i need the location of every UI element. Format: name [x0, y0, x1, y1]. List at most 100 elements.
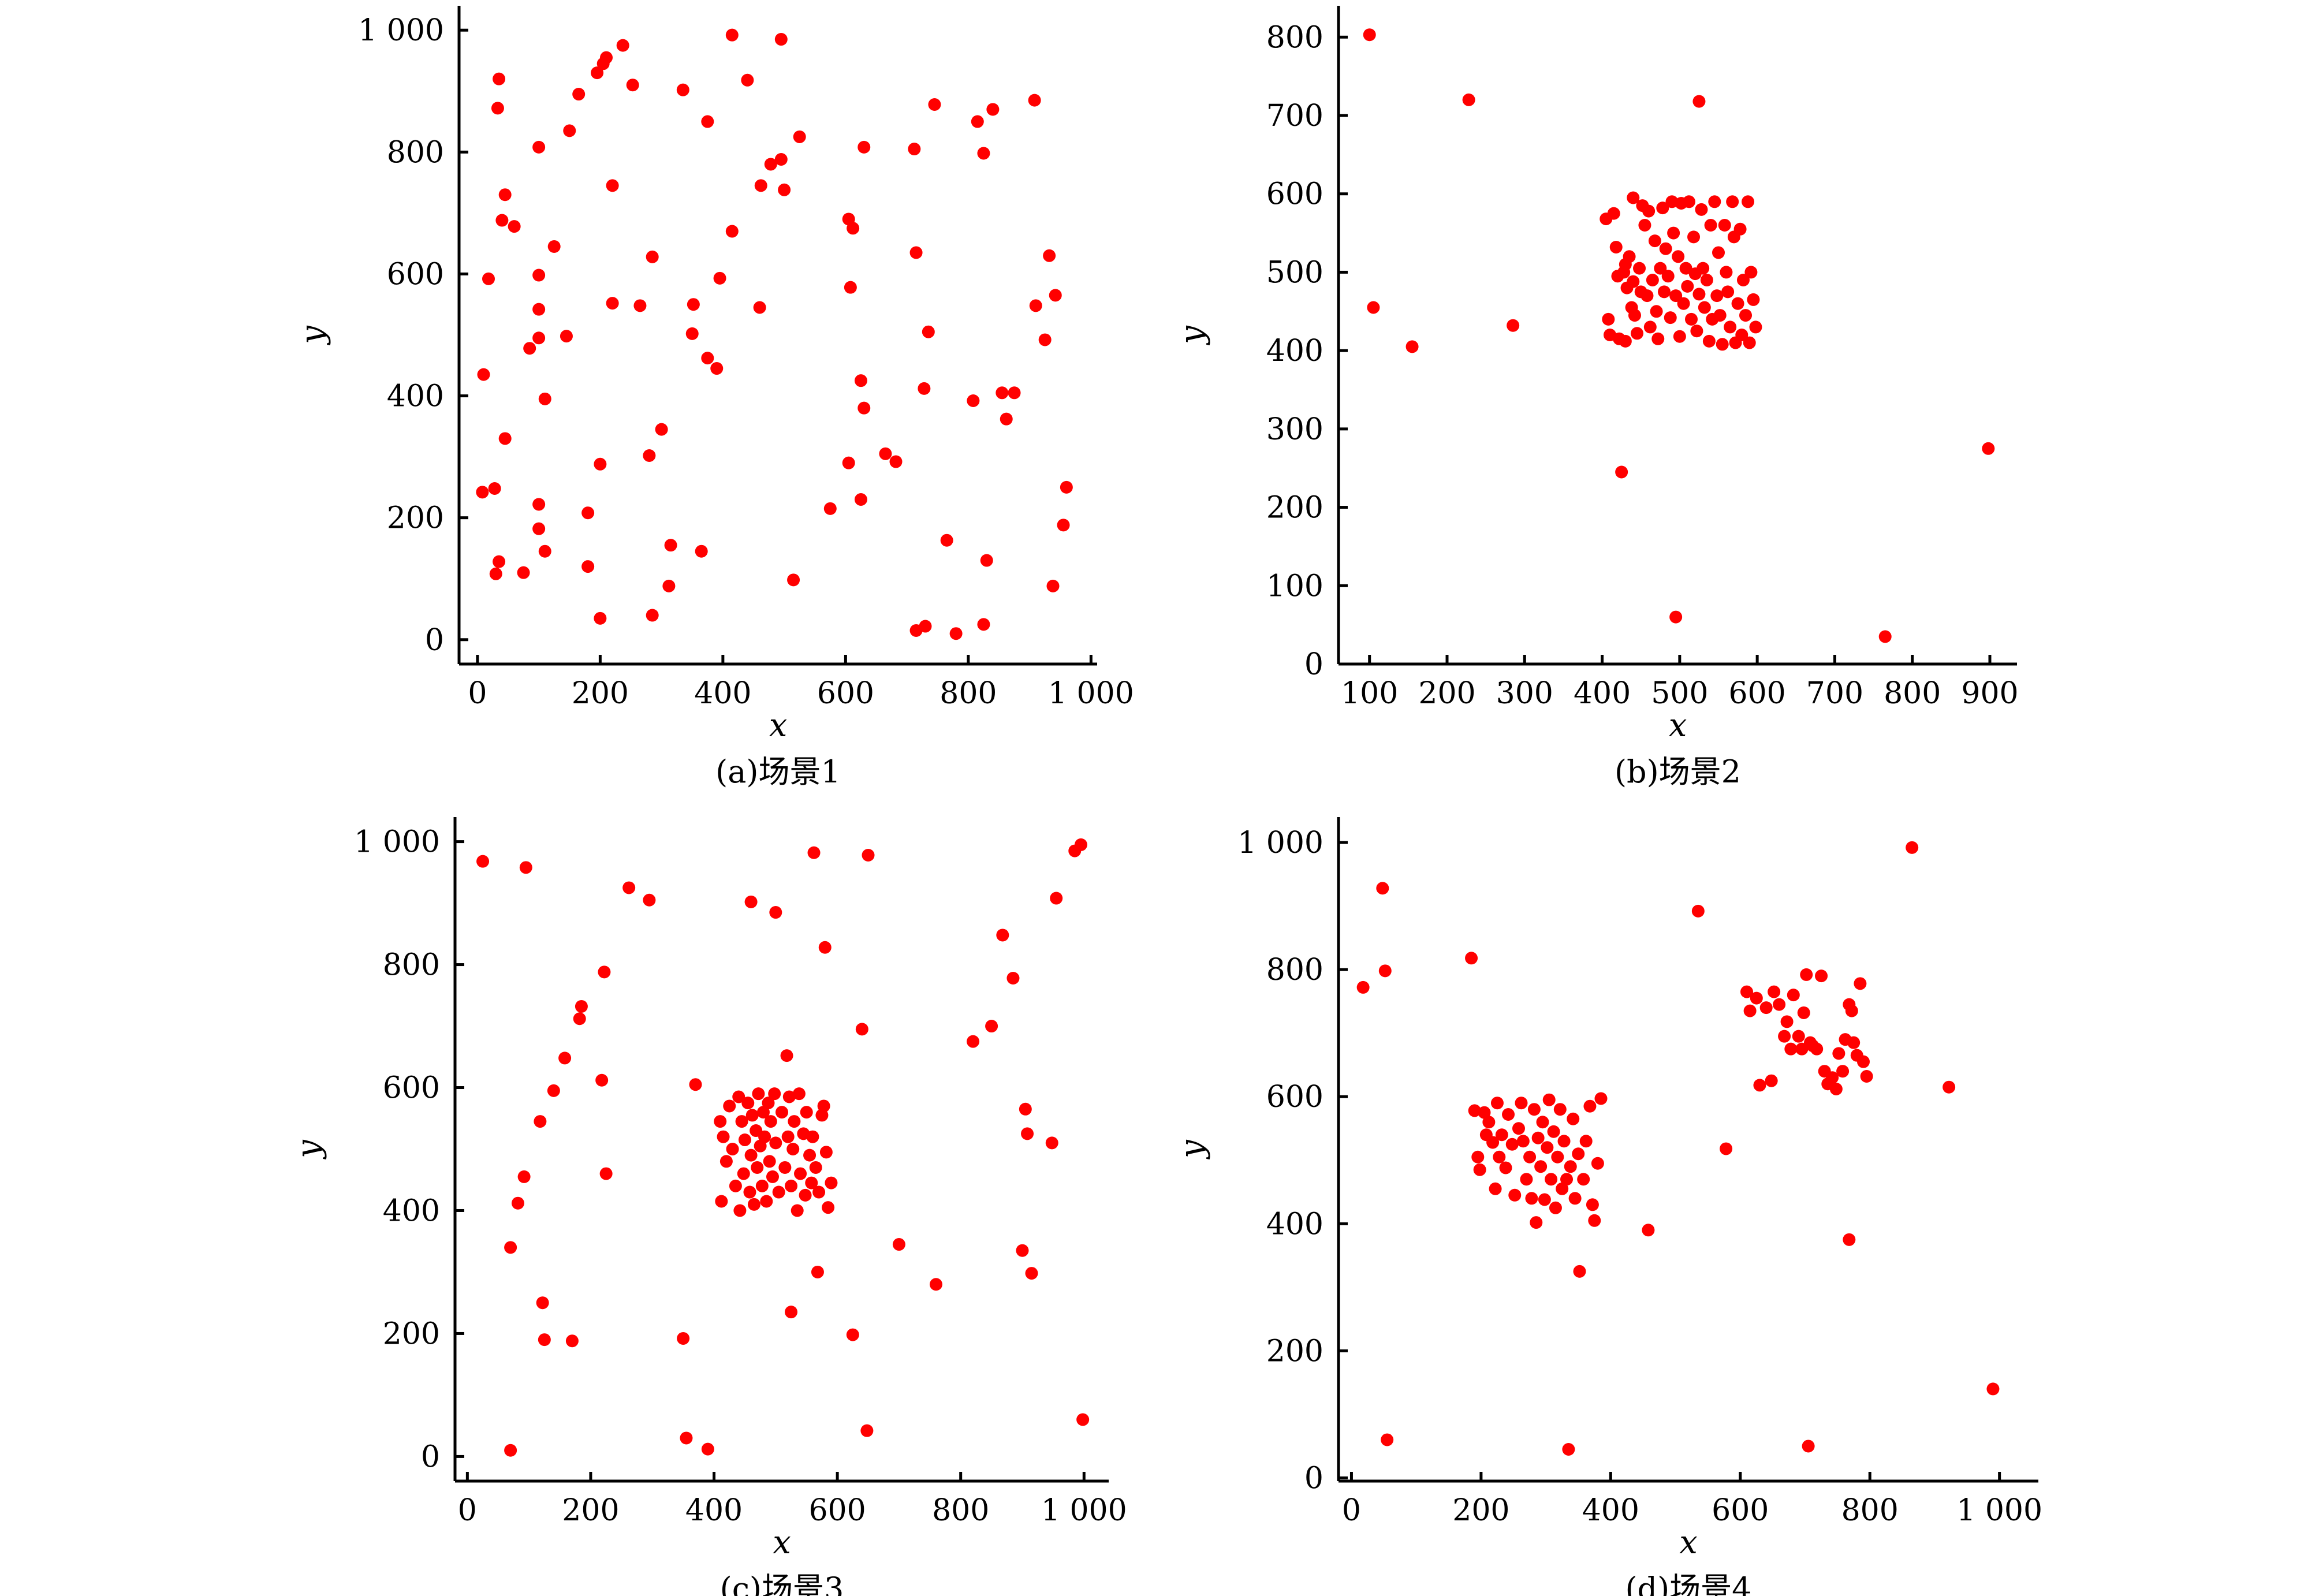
p1-data-point [1627, 191, 1640, 204]
p0-data-point [646, 609, 659, 622]
p1-data-point [1623, 250, 1636, 263]
p2-data-point [534, 1115, 547, 1128]
p0-data-point [1049, 289, 1062, 302]
p2-x-tick-label: 600 [808, 1493, 866, 1528]
p2-data-point [745, 1109, 759, 1122]
p2-data-point [758, 1130, 771, 1143]
p2-data-point [1045, 1136, 1058, 1150]
p3-data-point [1836, 1065, 1850, 1078]
p1-data-point [1628, 309, 1641, 322]
p1-data-point [1735, 329, 1748, 341]
p1-data-point [1602, 312, 1615, 326]
p2-data-point [1074, 838, 1087, 851]
p0-data-point [687, 298, 700, 311]
p3-data-point [1378, 964, 1392, 978]
p3-y-tick-label: 800 [1266, 953, 1323, 987]
p3-data-point [1525, 1192, 1538, 1205]
p1-data-point [1646, 274, 1659, 286]
p1-data-point [1643, 320, 1657, 334]
p3-data-point [1594, 1092, 1608, 1105]
p0-data-point [1029, 299, 1042, 312]
p2-y-tick-label: 1 000 [354, 825, 440, 860]
p0-data-point [980, 554, 993, 567]
p0-x-tick-label: 0 [468, 676, 487, 711]
p0-data-point [928, 98, 941, 111]
p3-data-point [1493, 1150, 1506, 1164]
p0-data-point [560, 330, 573, 343]
p2-data-point [781, 1130, 795, 1143]
p0-data-point [633, 299, 647, 312]
p2-data-point [536, 1296, 549, 1310]
p2-data-point [747, 1198, 760, 1211]
p1-data-point [1633, 262, 1646, 275]
p0-data-point [967, 394, 980, 407]
p2-data-point [817, 1099, 830, 1113]
p3-data-point [1502, 1108, 1515, 1121]
p1-data-point [1742, 195, 1755, 208]
p2-data-point [862, 849, 875, 862]
p0-data-point [940, 534, 953, 547]
p3-data-point [1579, 1135, 1593, 1148]
p3-data-point [1768, 985, 1781, 998]
p1-data-point [1405, 340, 1419, 353]
p0-y-axis-label: y [294, 325, 331, 346]
p3-data-point [1797, 1006, 1810, 1019]
p1-data-point [1731, 297, 1744, 310]
p1-data-point [1673, 330, 1686, 343]
p1-data-point [1507, 319, 1520, 332]
p1-data-point [1651, 332, 1665, 345]
p3-data-point [1560, 1173, 1574, 1186]
p0-data-point [986, 103, 1000, 116]
p2-data-point [788, 1115, 801, 1128]
p1-data-point [1679, 262, 1692, 275]
p0-data-point [532, 140, 546, 154]
p3-data-point [1530, 1216, 1543, 1229]
p3-data-point [1986, 1382, 2000, 1396]
scatter-panel-c: 0 200 400 600 800 1 000 0 200 400 600 800 1 000 x y (c… [290, 817, 1127, 1596]
p1-y-tick-label: 100 [1266, 569, 1323, 603]
p3-x-axis-label: x [1679, 1524, 1698, 1561]
p3-data-point [1516, 1135, 1530, 1148]
p2-x-tick-label: 200 [562, 1493, 619, 1528]
p3-y-tick-label: 1 000 [1237, 826, 1323, 860]
p3-data-point [1542, 1093, 1556, 1106]
p0-data-point [538, 392, 551, 405]
p3-data-point [1465, 952, 1478, 965]
p0-data-point [713, 271, 726, 285]
p0-data-point [626, 79, 639, 92]
p2-data-point [1021, 1127, 1034, 1140]
p1-data-point [1367, 301, 1380, 314]
p2-data-point [769, 1136, 782, 1150]
p2-data-point [755, 1179, 769, 1192]
p2-y-tick-label: 400 [383, 1194, 440, 1228]
p0-data-point [538, 545, 551, 558]
p3-y-tick-label: 600 [1266, 1080, 1323, 1114]
p0-data-point [606, 297, 619, 310]
p1-data-point [1672, 250, 1685, 263]
p1-data-point [1609, 241, 1623, 253]
p2-data-point [680, 1431, 693, 1445]
p1-data-point [1650, 305, 1663, 318]
p0-data-point [909, 246, 923, 259]
p3-x-tick-label: 0 [1342, 1493, 1361, 1528]
p3-data-point [1527, 1103, 1541, 1116]
p2-data-point [743, 1185, 756, 1199]
p3-caption: (d)场景4 [1625, 1571, 1751, 1596]
p2-data-point [719, 1155, 733, 1168]
p0-data-point [725, 28, 739, 42]
p0-data-point [918, 382, 931, 395]
p2-data-point [855, 1023, 868, 1036]
p3-x-tick-label: 200 [1452, 1493, 1509, 1528]
p2-data-point [744, 1148, 758, 1162]
p3-data-point [1549, 1201, 1562, 1214]
p3-x-tick-label: 1 000 [1956, 1493, 2042, 1528]
p0-data-point [532, 303, 546, 316]
p3-data-point [1743, 1004, 1757, 1017]
p3-data-point [1826, 1071, 1839, 1084]
p0-data-point [655, 423, 668, 436]
p2-data-point [1016, 1244, 1029, 1257]
p1-data-point [1654, 262, 1667, 275]
p3-data-point [1499, 1161, 1512, 1174]
p3-data-point [1854, 977, 1867, 990]
p0-y-tick-label: 0 [425, 623, 444, 658]
